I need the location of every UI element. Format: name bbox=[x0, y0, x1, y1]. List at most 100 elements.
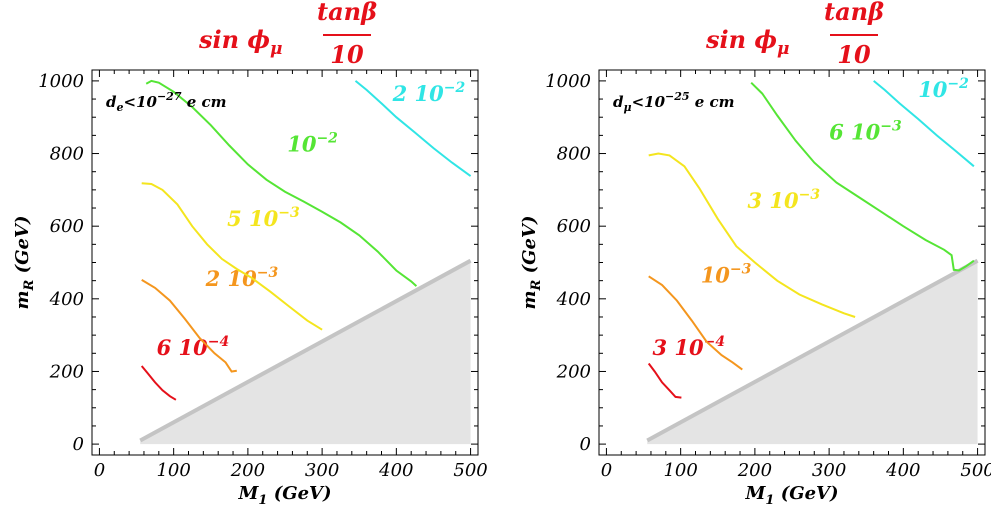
x-axis-title-base: M bbox=[237, 483, 259, 504]
chart-title-denominator: 10 bbox=[330, 40, 364, 69]
y-tick-label: 1000 bbox=[545, 71, 591, 92]
x-axis-title-subscript: 1 bbox=[258, 493, 267, 508]
y-tick-label: 800 bbox=[557, 144, 591, 165]
excluded-region-edge bbox=[646, 258, 979, 443]
chart-title-subscript: μ bbox=[270, 39, 282, 59]
y-tick-label: 1000 bbox=[38, 71, 84, 92]
contour-label-exponent: −3 bbox=[730, 261, 752, 277]
x-tick-label: 200 bbox=[737, 460, 772, 481]
x-tick-label: 400 bbox=[378, 460, 413, 481]
x-tick-label: 400 bbox=[885, 460, 920, 481]
x-axis-title-subscript: 1 bbox=[765, 493, 774, 508]
contour-line bbox=[647, 362, 682, 399]
y-tick-label: 600 bbox=[557, 216, 591, 237]
contour-label-mantissa: 3 10 bbox=[652, 335, 704, 360]
contour-line bbox=[750, 81, 975, 272]
chart-title: sin ϕμ bbox=[198, 25, 282, 59]
contour-label: 5 10−3 bbox=[227, 205, 300, 231]
y-tick-label: 200 bbox=[49, 361, 84, 382]
contour-label-exponent: −2 bbox=[947, 76, 969, 92]
contour-label: 3 10−3 bbox=[747, 187, 820, 213]
contour-label-exponent: −4 bbox=[704, 334, 725, 350]
contour-label-exponent: −3 bbox=[278, 205, 300, 221]
contour-label-mantissa: 2 10 bbox=[205, 266, 258, 291]
x-tick-label: 300 bbox=[305, 460, 339, 481]
y-axis-title: mR (GeV) bbox=[519, 216, 544, 310]
chart-title: sin ϕμ bbox=[705, 25, 789, 59]
contour-label-exponent: −2 bbox=[444, 80, 466, 96]
edm-bound-symbol: d bbox=[613, 93, 624, 111]
x-tick-label: 500 bbox=[453, 460, 487, 481]
contour-label-mantissa: 10 bbox=[287, 132, 317, 157]
y-tick-label: 800 bbox=[50, 144, 84, 165]
contour-line bbox=[145, 79, 418, 287]
contour-label-exponent: −4 bbox=[208, 334, 229, 350]
chart-title-subscript: μ bbox=[777, 39, 789, 59]
y-axis-title-base: m bbox=[12, 290, 33, 309]
contour-label: 10−3 bbox=[701, 261, 752, 287]
chart-title-numerator: tanβ bbox=[824, 0, 884, 26]
y-axis-title: mR (GeV) bbox=[12, 216, 37, 310]
contour-label-exponent: −3 bbox=[257, 265, 279, 281]
contour-line bbox=[873, 80, 975, 168]
panel-muon-edm: 3 10−410−33 10−36 10−310−20 100 200 300 400 5… bbox=[519, 0, 991, 508]
contour-label: 6 10−3 bbox=[829, 119, 902, 145]
contour-line bbox=[140, 365, 177, 401]
edm-bound-subscript: μ bbox=[624, 101, 632, 114]
x-tick-label: 0 bbox=[94, 460, 105, 481]
y-axis-title-subscript: R bbox=[22, 279, 37, 291]
edm-bound-label: de<10−27 e cm bbox=[106, 90, 226, 114]
x-tick-label: 200 bbox=[230, 460, 265, 481]
y-axis-title-unit: (GeV) bbox=[519, 216, 540, 280]
contour-label-mantissa: 3 10 bbox=[747, 188, 799, 213]
edm-bound-label: dμ<10−25 e cm bbox=[613, 90, 735, 114]
y-tick-label: 400 bbox=[49, 289, 84, 310]
x-tick-label: 100 bbox=[663, 460, 697, 481]
edm-bound-value: <10 bbox=[124, 93, 158, 111]
contour-line bbox=[648, 152, 856, 318]
y-tick-label: 600 bbox=[50, 216, 84, 237]
contour-label-exponent: −2 bbox=[316, 131, 338, 147]
x-tick-label: 300 bbox=[812, 460, 846, 481]
edm-bound-unit: e cm bbox=[690, 93, 735, 111]
contour-label-exponent: −3 bbox=[880, 119, 902, 135]
y-tick-label: 200 bbox=[556, 361, 591, 382]
contour-label: 10−2 bbox=[287, 131, 338, 157]
y-tick-label: 0 bbox=[580, 434, 591, 455]
edm-bound-exponent: −27 bbox=[157, 90, 182, 103]
edm-bound-subscript: e bbox=[117, 101, 124, 114]
x-axis-title-unit: (GeV) bbox=[774, 483, 838, 504]
x-tick-label: 100 bbox=[156, 460, 190, 481]
x-tick-label: 0 bbox=[601, 460, 612, 481]
contour-label: 10−2 bbox=[918, 76, 969, 102]
contour-label-mantissa: 5 10 bbox=[227, 206, 279, 231]
y-tick-label: 0 bbox=[73, 434, 84, 455]
contour-line bbox=[141, 182, 323, 331]
y-axis-title-base: m bbox=[519, 290, 540, 309]
edm-bound-symbol: d bbox=[106, 93, 117, 111]
contour-line bbox=[141, 279, 237, 373]
x-axis-title: M1 (GeV) bbox=[744, 483, 838, 508]
contour-label-mantissa: 10 bbox=[918, 77, 948, 102]
contour-label: 2 10−3 bbox=[205, 265, 279, 291]
contour-line bbox=[648, 275, 743, 371]
chart-title-prefix: sin ϕ bbox=[705, 25, 777, 54]
edm-bound-value: <10 bbox=[632, 93, 666, 111]
y-tick-label: 400 bbox=[556, 289, 591, 310]
y-axis-title-unit: (GeV) bbox=[12, 216, 33, 280]
x-axis-title: M1 (GeV) bbox=[237, 483, 331, 508]
contour-label-exponent: −3 bbox=[799, 187, 821, 203]
chart-title-numerator: tanβ bbox=[317, 0, 377, 26]
panel-electron-edm: 6 10−42 10−35 10−310−22 10−20 100 200 300 40… bbox=[12, 0, 488, 508]
edm-bound-unit: e cm bbox=[181, 93, 226, 111]
x-axis-title-base: M bbox=[744, 483, 766, 504]
contour-label: 3 10−4 bbox=[652, 334, 725, 360]
chart-title-prefix: sin ϕ bbox=[198, 25, 270, 54]
chart-title-denominator: 10 bbox=[837, 40, 871, 69]
contour-label-mantissa: 10 bbox=[701, 262, 731, 287]
contour-label-mantissa: 2 10 bbox=[392, 81, 445, 106]
contour-line bbox=[354, 80, 472, 177]
edm-bound-exponent: −25 bbox=[665, 90, 690, 103]
excluded-region-edge bbox=[139, 258, 472, 443]
